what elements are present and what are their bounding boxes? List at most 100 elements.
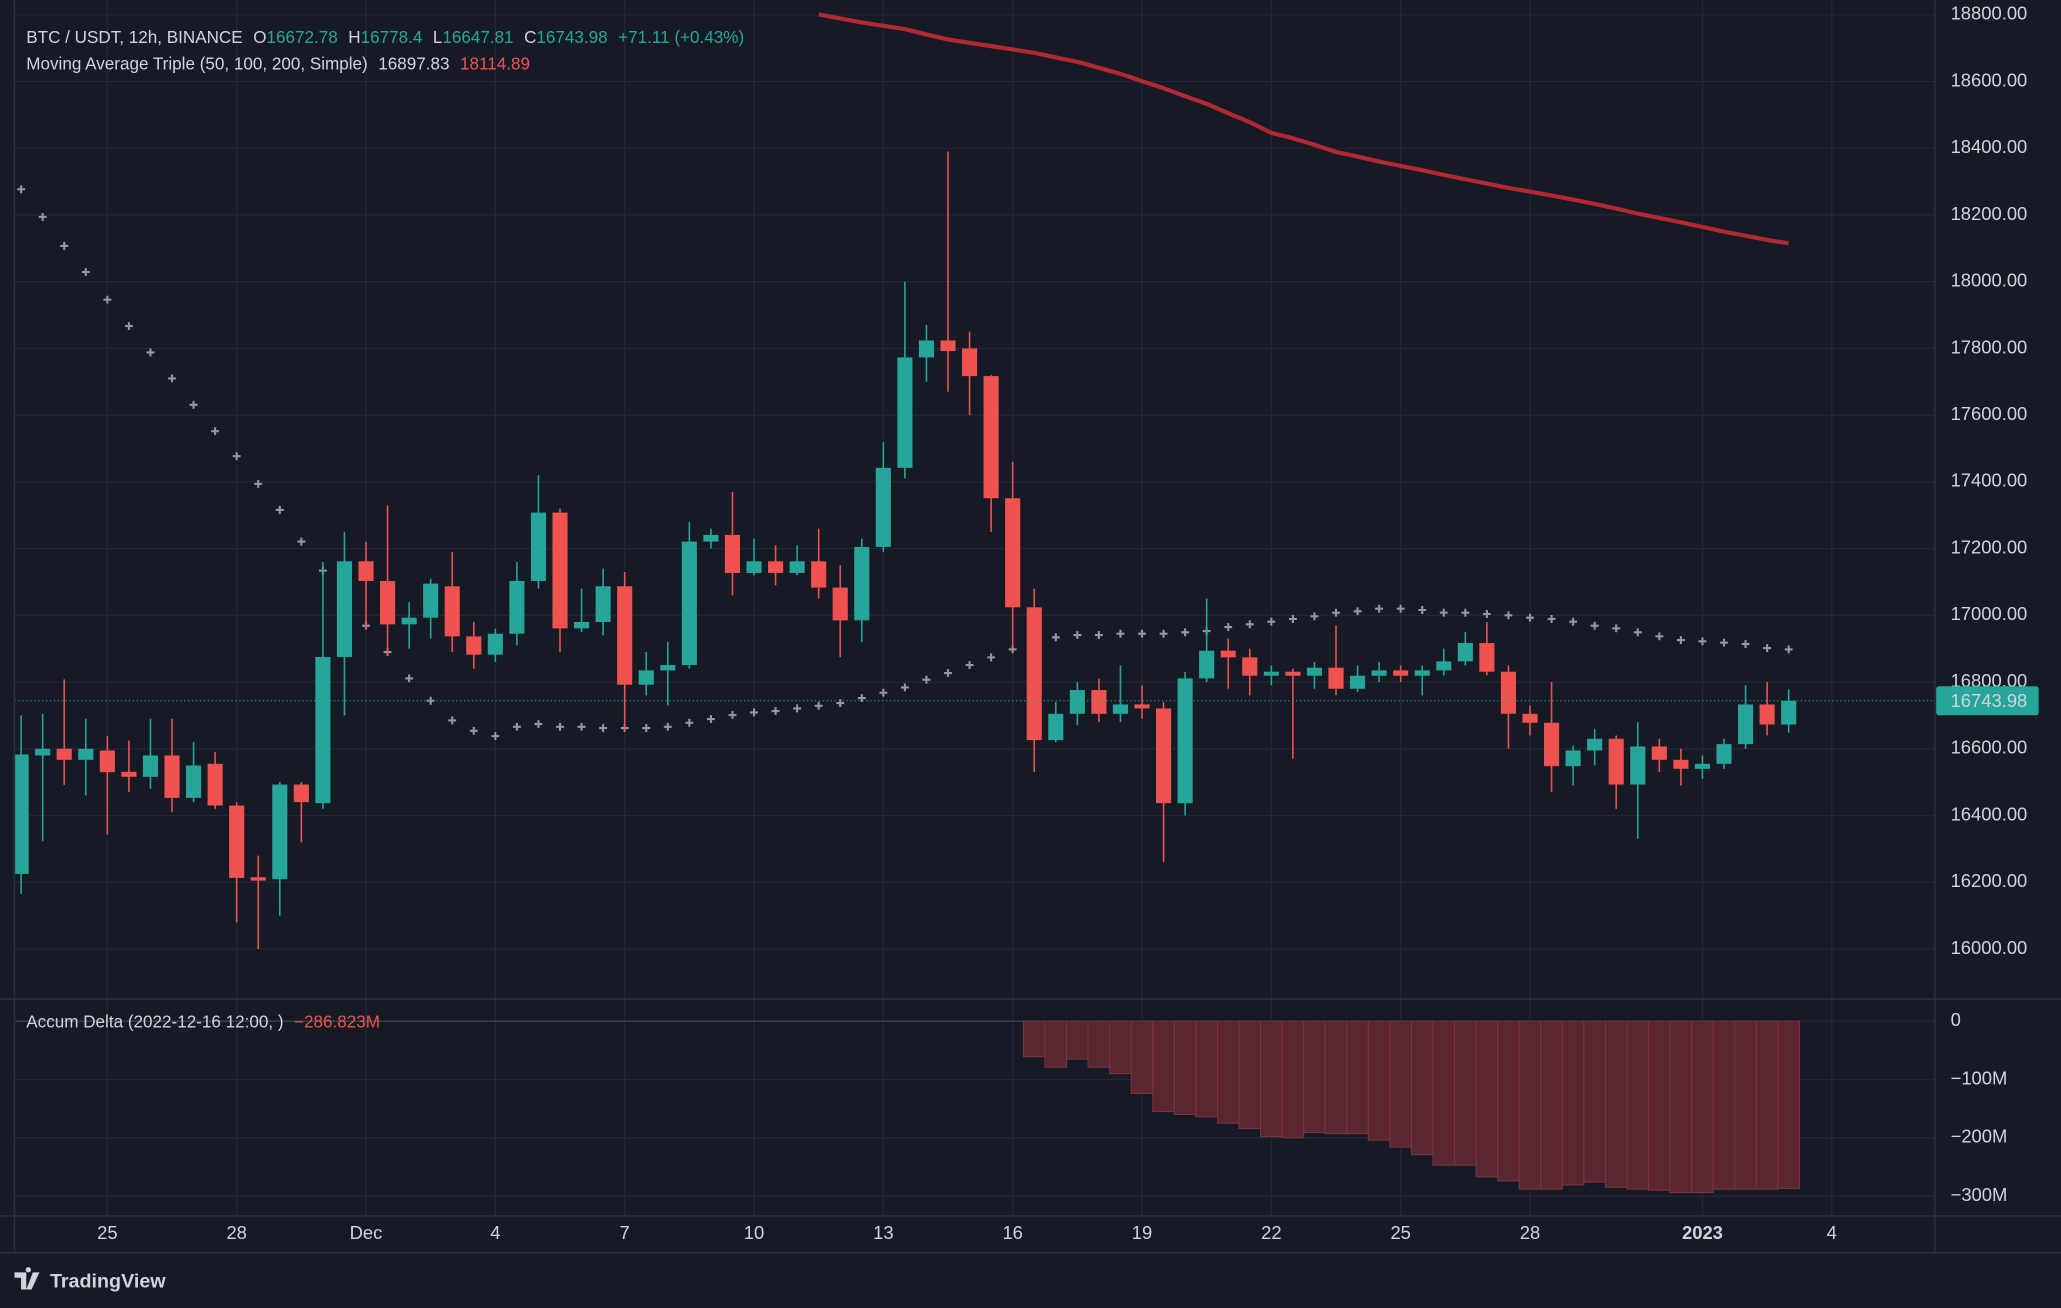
ma-cross xyxy=(1310,612,1319,621)
delta-bar xyxy=(1497,1020,1520,1182)
y-tick-label: 16800.00 xyxy=(1951,670,2028,691)
candle-body xyxy=(789,561,805,573)
legend-main: BTC / USDT, 12h, BINANCE O16672.78 H16778.… xyxy=(26,28,744,47)
delta-bar xyxy=(1044,1020,1068,1068)
accum-name: Accum Delta (2022-12-16 12:00, ) xyxy=(26,1012,283,1031)
candle-body xyxy=(1026,607,1042,741)
candle-body xyxy=(1134,704,1150,709)
x-tick-label: 13 xyxy=(873,1222,893,1243)
ma-cross xyxy=(750,708,758,717)
ma-cross xyxy=(1784,645,1793,654)
ma-cross xyxy=(944,669,952,677)
ohlc-letter: C xyxy=(524,28,536,47)
change: +71.11 (+0.43%) xyxy=(618,28,744,47)
ma-cross xyxy=(599,724,608,733)
candle-body xyxy=(724,534,741,573)
ma-cross xyxy=(728,711,737,720)
x-tick-label: 22 xyxy=(1261,1222,1281,1243)
y-tick-label: 18400.00 xyxy=(1951,136,2028,157)
ma-cross xyxy=(38,213,47,221)
x-tick-label: 19 xyxy=(1132,1222,1152,1243)
y2-tick-label: −200M xyxy=(1951,1126,2008,1147)
ma-cross xyxy=(17,185,26,194)
last-price-box xyxy=(1936,686,2039,716)
candle-body xyxy=(897,357,913,468)
y-tick-label: 18000.00 xyxy=(1951,270,2028,291)
candle-body xyxy=(940,340,956,352)
delta-bar xyxy=(1604,1020,1628,1188)
ma-cross xyxy=(685,718,694,727)
candle-body xyxy=(1199,650,1215,679)
logo-icon xyxy=(14,1267,40,1290)
y-tick-label: 16400.00 xyxy=(1951,803,2028,824)
candle-body xyxy=(401,617,417,625)
ma-cross xyxy=(1482,610,1491,618)
delta-bar xyxy=(1518,1020,1542,1190)
candle-body xyxy=(1694,763,1711,769)
ma-cross xyxy=(706,715,715,724)
delta-bar xyxy=(1669,1020,1693,1194)
ma-cross xyxy=(124,322,133,331)
candle-body xyxy=(746,561,762,573)
candle-body xyxy=(142,755,159,777)
candle-body xyxy=(681,541,697,666)
y2-tick-label: 0 xyxy=(1951,1009,1961,1030)
ma-line xyxy=(818,12,1789,246)
legend-ma: Moving Average Triple (50, 100, 200, Sim… xyxy=(26,54,530,73)
ma-cross xyxy=(1051,633,1060,642)
y2-tick-label: −300M xyxy=(1951,1184,2008,1205)
y-tick-label: 18600.00 xyxy=(1951,69,2028,90)
ma-cross xyxy=(1375,604,1384,613)
candle-body xyxy=(121,771,137,777)
delta-bar xyxy=(1691,1020,1714,1194)
candle-body xyxy=(1457,643,1473,662)
close-value: 16743.98 xyxy=(536,28,607,47)
candle-body xyxy=(487,633,503,655)
candle-body xyxy=(1285,671,1301,676)
ma-cross xyxy=(232,452,241,461)
ma-cross xyxy=(1181,628,1190,637)
accum-panel xyxy=(14,1020,1800,1194)
x-tick-label: 4 xyxy=(1827,1222,1837,1243)
candle-body xyxy=(1651,746,1667,760)
y-tick-label: 17600.00 xyxy=(1951,403,2028,424)
candle-body xyxy=(1544,722,1560,767)
candle-body xyxy=(1306,667,1323,676)
ma50-value: 16897.83 xyxy=(378,54,449,73)
y-tick-label: 17400.00 xyxy=(1951,470,2028,491)
ma-cross xyxy=(1569,617,1578,626)
legend-accum: Accum Delta (2022-12-16 12:00, ) −286.823… xyxy=(26,1012,380,1031)
candle-body xyxy=(854,546,870,621)
candle-body xyxy=(1414,670,1430,676)
ma-cross xyxy=(1138,629,1146,638)
ma-cross xyxy=(297,537,306,546)
delta-bar xyxy=(1755,1020,1779,1190)
ma-cross xyxy=(965,661,974,669)
candle-body xyxy=(250,877,266,881)
candle-body xyxy=(983,376,999,499)
ma-cross xyxy=(1396,604,1405,613)
candle-body xyxy=(595,586,611,623)
ma-cross xyxy=(1418,606,1427,614)
candle-body xyxy=(1673,759,1689,769)
delta-bar xyxy=(1216,1020,1240,1124)
ma-cross xyxy=(1698,637,1707,646)
candle-body xyxy=(78,748,94,760)
y-tick-label: 16200.00 xyxy=(1951,870,2028,891)
ma-cross xyxy=(211,427,220,436)
candle-body xyxy=(1587,738,1603,751)
high-value: 16778.4 xyxy=(361,28,423,47)
candle-body xyxy=(962,348,978,377)
brand: TradingView xyxy=(50,1270,166,1292)
delta-bar xyxy=(1540,1020,1563,1190)
candle-body xyxy=(1328,667,1344,689)
ma-cross xyxy=(1720,638,1728,647)
ma-cross xyxy=(1612,624,1621,633)
candle-body xyxy=(1263,671,1279,676)
ma-cross xyxy=(469,726,478,735)
ma-cross xyxy=(577,722,586,731)
x-tick-label: 28 xyxy=(1520,1222,1540,1243)
candle-body xyxy=(1091,690,1107,714)
candle-body xyxy=(617,586,633,685)
ma-cross xyxy=(556,722,564,731)
